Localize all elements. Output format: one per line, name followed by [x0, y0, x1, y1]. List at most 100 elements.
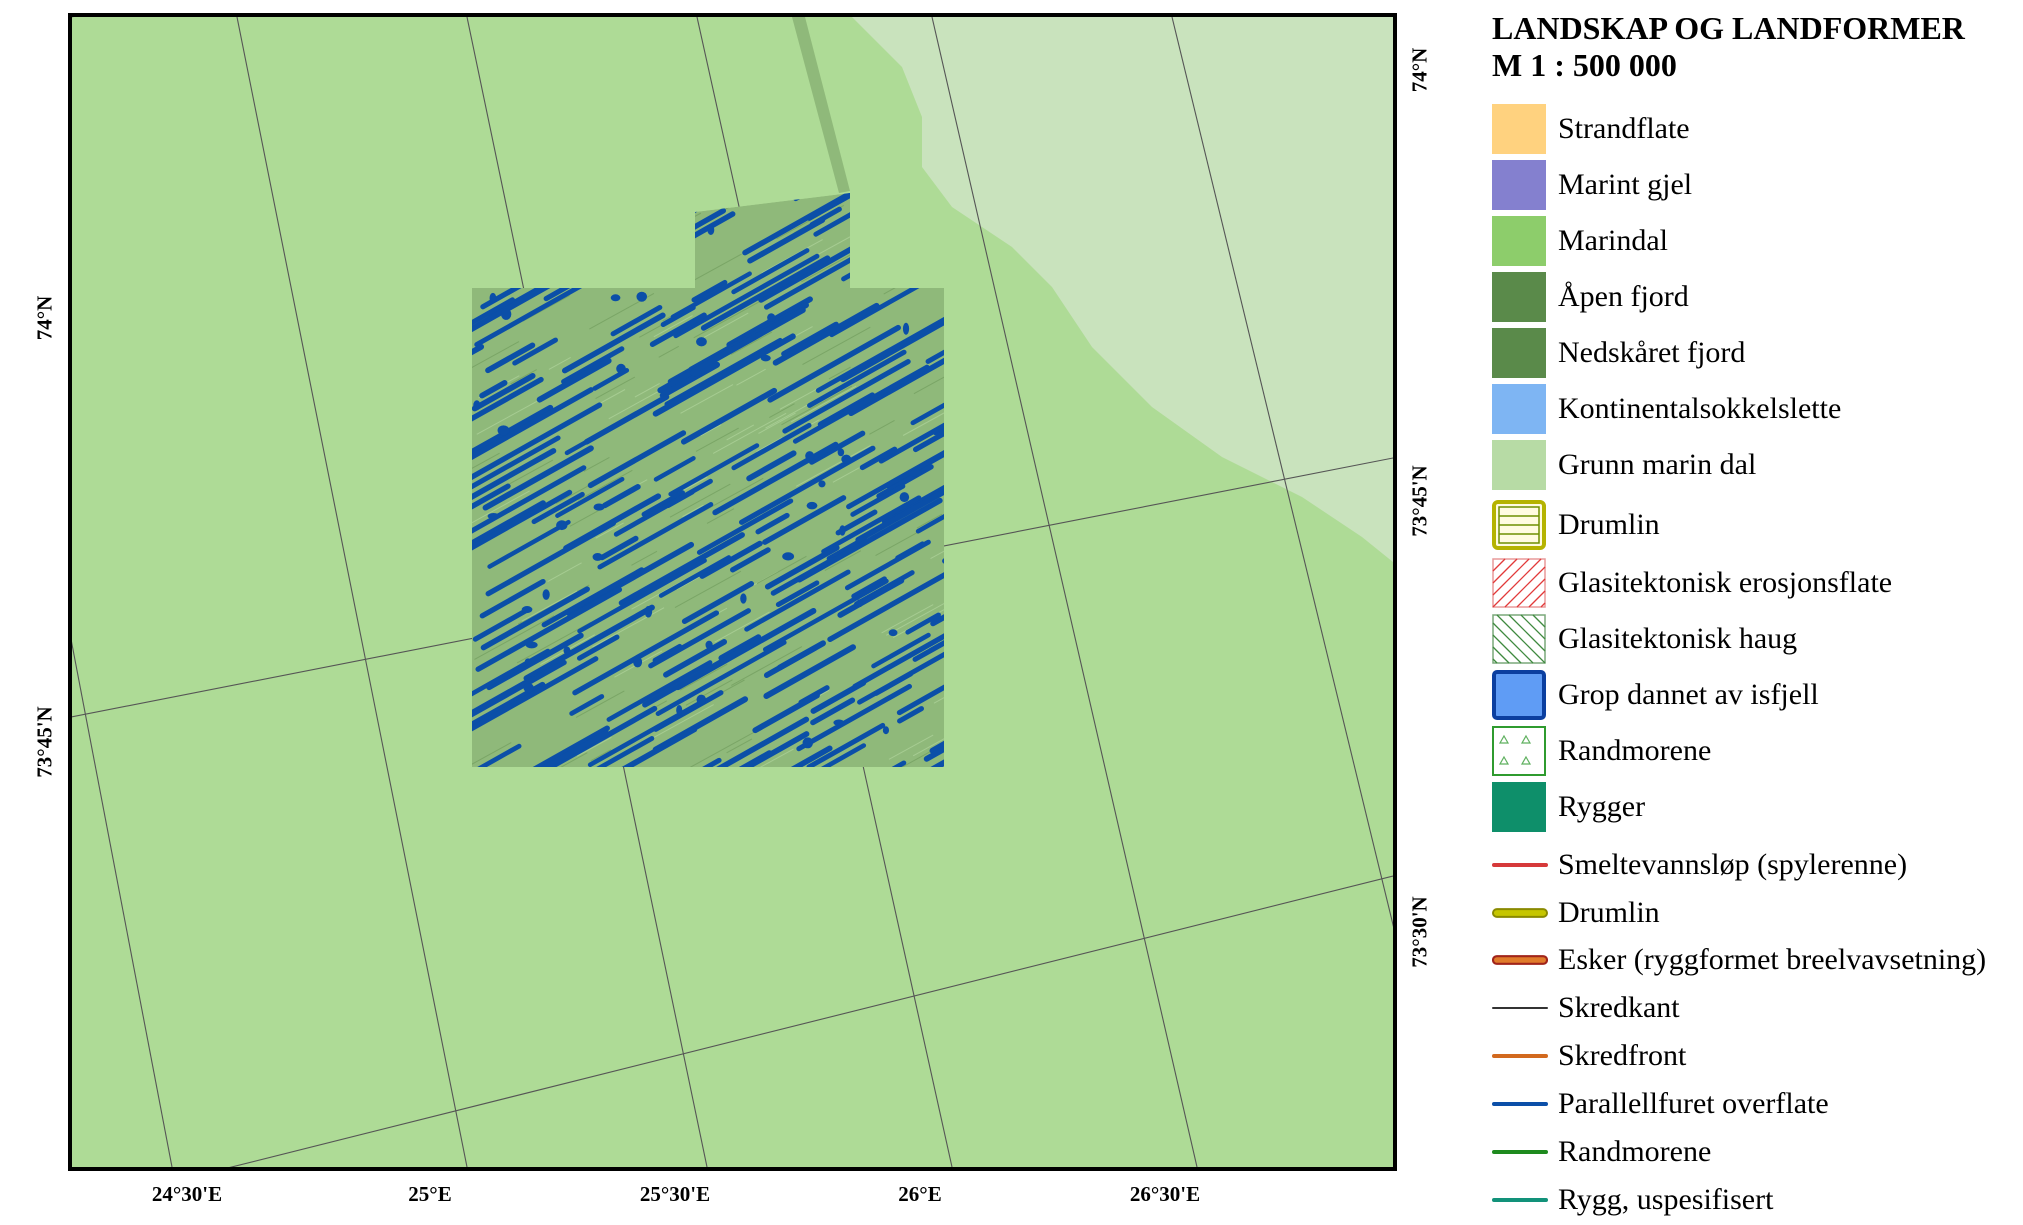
relief-texture	[736, 368, 766, 386]
furrow-line	[472, 297, 516, 331]
furrow-line	[472, 500, 546, 554]
furrow-line	[472, 343, 485, 364]
furrow-line	[744, 569, 851, 632]
seabed-strip	[792, 17, 850, 193]
pit-mark	[909, 469, 922, 477]
relief-texture	[700, 424, 722, 437]
legend-label: Nedskåret fjord	[1558, 336, 1746, 369]
pit-mark	[610, 294, 621, 302]
legend-title-line1: LANDSKAP OG LANDFORMER	[1492, 10, 1965, 46]
furrow-line	[681, 580, 755, 625]
legend-item-glasitektonisk-erosjonsflate: Glasitektonisk erosjonsflate	[1492, 558, 2023, 608]
relief-texture	[779, 388, 819, 410]
pit-mark	[521, 606, 533, 614]
furrow-line	[472, 278, 559, 336]
pit-mark	[593, 503, 605, 511]
legend-item-grunn-marin-dal: Grunn marin dal	[1492, 440, 2023, 490]
pit-mark	[542, 589, 550, 600]
relief-texture	[474, 615, 555, 660]
furrow-line	[810, 697, 856, 726]
furrow-line	[561, 312, 666, 374]
red-hatch-icon	[1492, 558, 1546, 608]
legend-label: Randmorene	[1558, 734, 1712, 767]
furrow-line	[572, 610, 720, 696]
furrow-line	[564, 736, 655, 767]
relief-texture	[540, 752, 588, 767]
pit-mark	[837, 448, 845, 457]
legend-label: Marint gjel	[1558, 168, 1693, 201]
furrow-line	[472, 489, 573, 560]
furrow-line	[806, 722, 886, 767]
furrow-line	[829, 254, 944, 338]
furrow-line	[472, 743, 522, 767]
furrow-line	[659, 361, 721, 399]
furrow-line	[821, 495, 922, 554]
furrow-line	[796, 683, 912, 752]
pit-mark	[782, 552, 795, 561]
pit-mark	[556, 520, 568, 531]
furrow-line	[731, 422, 812, 471]
relief-texture	[653, 315, 693, 338]
pit-mark	[705, 640, 713, 650]
furrow-line	[742, 193, 856, 256]
lon-label-25e: 25°E	[408, 1182, 452, 1206]
meridian-line	[1171, 17, 1393, 928]
furrow-line	[746, 450, 797, 482]
legend-item-apen-fjord: Åpen fjord	[1492, 272, 2023, 322]
relief-texture	[781, 385, 853, 426]
legend-label: Skredkant	[1558, 991, 1680, 1024]
relief-texture	[913, 374, 944, 395]
legend-label: Glasitektonisk erosjonsflate	[1558, 566, 1893, 599]
relief-texture	[510, 369, 537, 385]
fill-swatch-icon	[1492, 384, 1546, 434]
furrow-line	[587, 698, 706, 767]
pit-mark	[818, 480, 826, 488]
pit-mark	[689, 369, 702, 377]
furrow-line	[929, 728, 944, 754]
pit-mark	[841, 454, 852, 464]
relief-texture	[916, 513, 943, 529]
lat-label-7345n-right: 73°45'N	[1407, 465, 1432, 537]
relief-texture	[869, 419, 895, 435]
furrow-line	[482, 445, 594, 511]
pit-mark	[563, 646, 571, 655]
furrow-line	[661, 757, 722, 767]
line-swatch-icon	[1492, 1007, 1548, 1009]
relief-texture	[930, 521, 944, 559]
pit-mark	[707, 224, 715, 236]
furrow-line	[846, 449, 944, 510]
furrow-line	[762, 495, 847, 545]
furrow-line	[930, 584, 944, 627]
relief-texture	[886, 601, 944, 636]
furrow-line	[649, 312, 707, 348]
drumlin-line-icon	[1492, 908, 1548, 918]
relief-texture	[507, 459, 554, 486]
relief-texture	[669, 483, 731, 518]
furrow-line	[658, 555, 732, 598]
furrow-line	[485, 342, 536, 374]
fill-swatch-icon	[1492, 272, 1546, 322]
furrow-line	[855, 468, 944, 543]
legend-item-esker: Esker (ryggformet breelvavsetning)	[1492, 935, 2023, 985]
legend-scale: M 1 : 500 000	[1492, 47, 1677, 83]
furrow-line	[730, 547, 771, 573]
relief-texture	[828, 366, 851, 380]
legend-item-strandflate: Strandflate	[1492, 104, 2023, 154]
furrow-line	[680, 387, 778, 445]
furrow-line	[764, 544, 840, 590]
pit-mark	[592, 552, 603, 561]
relief-texture	[693, 300, 761, 339]
furrow-line	[652, 643, 683, 663]
furrow-line	[857, 640, 944, 705]
furrow-line	[897, 706, 925, 724]
iceberg-pit-icon	[1492, 670, 1546, 720]
relief-texture	[547, 562, 582, 582]
furrow-line	[912, 422, 944, 453]
map-canvas[interactable]	[68, 13, 1397, 1171]
furrow-line	[653, 456, 696, 482]
furrow-line	[479, 578, 546, 619]
pit-mark	[696, 694, 707, 705]
relief-texture	[756, 437, 783, 453]
pit-mark	[473, 400, 481, 411]
furrow-line	[755, 512, 790, 535]
